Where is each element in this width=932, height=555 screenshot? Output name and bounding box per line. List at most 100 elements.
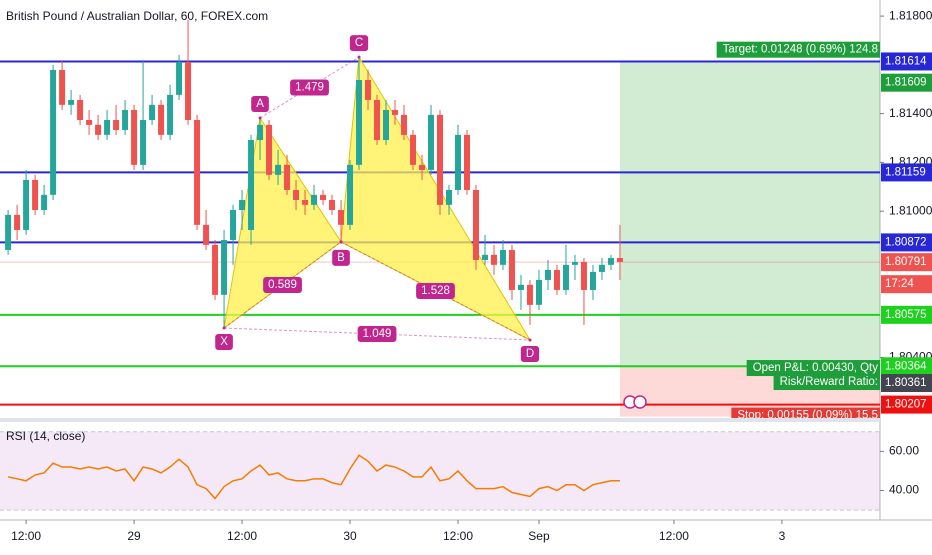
- candle-body: [239, 199, 246, 210]
- last-price-label: 1.80791: [885, 256, 927, 268]
- candle-body: [598, 264, 605, 272]
- price-pane: X A B C D 1.479 0.589 1.528 1.049 Target: 0.01248…: [0, 19, 880, 422]
- candle-body: [428, 114, 435, 170]
- target-label-bg: [881, 73, 932, 92]
- pattern-point: [339, 240, 343, 244]
- y-tick-label: 1.81400: [889, 106, 932, 120]
- candle-body: [499, 249, 506, 265]
- candle-body: [140, 119, 147, 165]
- candle-body: [104, 119, 111, 135]
- candle-body: [320, 194, 327, 200]
- stop-text: Stop: 0.00155 (0.09%) 15.5: [737, 410, 878, 422]
- candle-body: [410, 134, 417, 165]
- pattern-point-label: D: [526, 348, 534, 360]
- candle-body: [266, 124, 273, 175]
- candle-body: [41, 194, 48, 210]
- pattern-ratio: 1.528: [421, 285, 450, 297]
- chart-title: British Pound / Australian Dollar, 60, F…: [6, 9, 268, 23]
- candle-body: [437, 114, 443, 205]
- candle-body: [347, 164, 354, 225]
- candle-body: [293, 189, 300, 200]
- x-tick-label: 12:00: [227, 529, 257, 543]
- candle-body: [535, 279, 542, 305]
- candle-body: [454, 134, 461, 190]
- pattern-point: [258, 116, 262, 120]
- level-label: 1.80364: [885, 360, 927, 372]
- candle-body: [230, 209, 237, 240]
- pnl-text-bg: [746, 360, 880, 377]
- x-tick-label: 12:00: [11, 529, 41, 543]
- candle-body: [167, 94, 174, 135]
- candle-body: [59, 69, 66, 105]
- candle-body: [275, 164, 282, 175]
- event-icon: [633, 395, 647, 409]
- level-label-bg: [881, 233, 932, 252]
- level-label-bg: [881, 163, 932, 182]
- pattern-ratio-line: [259, 56, 360, 119]
- candle-body: [203, 224, 210, 245]
- last-price-label-bg: [881, 253, 932, 272]
- level-label-bg: [881, 395, 932, 414]
- level-label: 1.81159: [885, 166, 926, 178]
- pattern-ratio-bg: [263, 276, 302, 293]
- pattern-ratio: 1.049: [363, 328, 392, 340]
- candle-body: [517, 284, 524, 290]
- candle-body: [329, 199, 336, 210]
- pattern-ratio-bg: [357, 325, 397, 342]
- target-text: Target: 0.01248 (0.69%) 124.8: [723, 44, 878, 56]
- pattern-point-label-bg: [215, 334, 233, 351]
- pattern-point: [528, 338, 532, 342]
- y-tick-label: 1.81800: [889, 8, 932, 22]
- y-tick-label: 40.00: [889, 483, 919, 497]
- pattern-point-label-bg: [520, 345, 540, 362]
- candle-body: [356, 79, 363, 165]
- candle-body: [365, 79, 372, 100]
- candle-body: [284, 164, 291, 190]
- candle-body: [580, 261, 587, 290]
- ratio-text-bg: [773, 374, 880, 391]
- x-tick-label: 3: [779, 529, 786, 543]
- pane-separator: [0, 418, 880, 422]
- pattern-point-label-bg: [349, 35, 369, 52]
- level-label-bg: [881, 52, 932, 71]
- candle-body: [562, 264, 569, 290]
- candle-body: [392, 109, 399, 115]
- candle-body: [508, 249, 515, 290]
- pattern-point-label: B: [337, 252, 345, 264]
- countdown-label: 17:24: [885, 278, 914, 290]
- x-tick-label: Sep: [528, 529, 550, 543]
- stop-text-bg: [731, 407, 880, 418]
- candle-body: [212, 244, 219, 295]
- candle-body: [95, 124, 102, 135]
- x-tick-label: 12:00: [659, 529, 689, 543]
- pattern-point-label: X: [220, 336, 228, 348]
- candle-body: [257, 124, 264, 140]
- candle-body: [607, 258, 614, 265]
- candle-body: [149, 104, 156, 120]
- candle-body: [248, 139, 255, 230]
- level-label: 1.81614: [885, 55, 927, 67]
- level-label-bg: [881, 357, 932, 376]
- rsi-pane: [0, 431, 880, 511]
- countdown-label-bg: [881, 275, 932, 294]
- candle-body: [481, 254, 488, 260]
- target-label: 1.81609: [885, 77, 927, 89]
- candle-body: [472, 189, 479, 260]
- candle-body: [383, 109, 390, 140]
- x-tick-label: 12:00: [443, 529, 473, 543]
- x-tick-label: 30: [343, 529, 357, 543]
- entry-label: 1.80361: [885, 377, 927, 389]
- candle-body: [131, 109, 138, 165]
- pattern-ratio-bg: [416, 282, 455, 299]
- level-label: 1.80207: [885, 399, 927, 411]
- pattern-point: [222, 326, 226, 330]
- pattern-ratio: 1.479: [295, 82, 324, 94]
- candle-body: [221, 239, 228, 295]
- rsi-line: [7, 454, 620, 500]
- candle-body: [32, 179, 39, 210]
- entry-label-bg: [881, 374, 932, 393]
- candle-body: [553, 269, 560, 290]
- candle-body: [194, 119, 201, 225]
- candle-body: [311, 194, 318, 205]
